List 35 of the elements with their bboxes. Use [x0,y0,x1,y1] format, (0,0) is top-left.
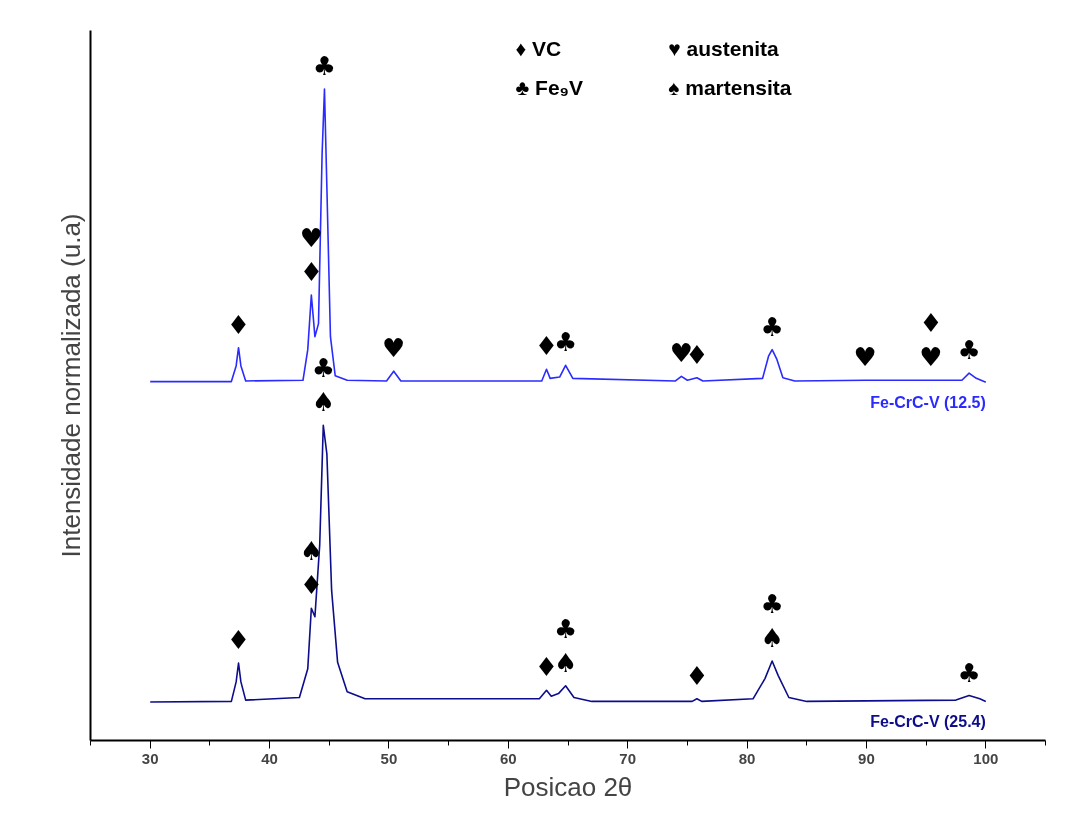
series-label: Fe-CrC-V (12.5) [870,394,986,412]
annotation: ♥ [382,333,406,364]
annotation: ♣ [553,327,578,358]
x-tick-label: 100 [973,749,999,767]
x-tick-label: 70 [619,749,637,767]
x-tick-label: 40 [261,749,278,767]
text: ♦ VC [515,36,562,60]
annotation: ♣ Fe₉V [515,75,584,99]
annotation: ♣ [760,311,784,342]
annotation: ♦ [226,624,251,655]
x-axis-title: Posicao 2θ [503,771,633,802]
x-tick-label: 50 [380,749,398,767]
annotation: ♥ [853,342,877,373]
annotation: ♣ [957,657,981,688]
annotation: ♥ [919,342,943,373]
annotation: ♠ [760,623,784,654]
annotation: ♦ [685,660,709,691]
x-tick-label: 30 [141,749,159,767]
annotation: ♣ [553,613,578,644]
annotation: ♠ [311,387,335,418]
x-tick-label: 60 [499,749,517,767]
annotation: ♣ [957,335,981,366]
annotation: ♣ [311,353,335,384]
annotation: ♦ [226,309,251,340]
annotation: ♠ [299,536,323,567]
x-tick-label: 90 [858,749,875,767]
series-label: Fe-CrC-V (25.4) [870,713,986,731]
annotation: ♠ martensita [668,75,792,99]
annotation: ♦ [299,256,323,287]
x-tick-label: 80 [738,749,756,767]
annotation: ♣ [760,589,784,620]
text: ♥ austenita [668,36,780,60]
annotation: ♣ [312,51,337,82]
y-axis-title: Intensidade normalizada (u.a) [55,213,86,558]
annotation: ♦ [919,308,943,339]
